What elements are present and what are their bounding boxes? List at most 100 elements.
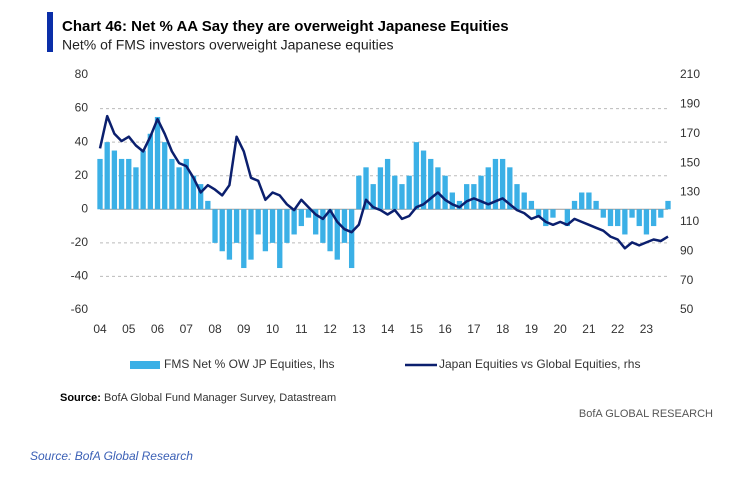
- y2-tick-label: 130: [680, 185, 700, 199]
- chart-subtitle: Net% of FMS investors overweight Japanes…: [62, 37, 394, 53]
- y2-tick-label: 50: [680, 302, 694, 316]
- bar: [233, 209, 240, 243]
- bar: [190, 175, 197, 210]
- bar: [442, 175, 448, 210]
- bar: [226, 209, 233, 260]
- bar: [629, 209, 635, 218]
- bar: [413, 142, 420, 210]
- bar: [183, 158, 189, 210]
- bar: [320, 209, 326, 243]
- bar: [126, 158, 132, 210]
- bar: [176, 167, 182, 210]
- source-label: Source:: [60, 392, 101, 404]
- bar: [154, 116, 161, 210]
- bar: [248, 209, 254, 260]
- bar: [392, 175, 398, 210]
- bar: [284, 209, 290, 243]
- bar: [593, 200, 599, 210]
- y-tick-label: 60: [75, 101, 89, 115]
- bar: [420, 150, 427, 210]
- bar: [97, 158, 103, 210]
- bar: [658, 209, 664, 218]
- bar: [499, 158, 506, 210]
- bar: [650, 209, 657, 227]
- bar: [334, 209, 340, 260]
- bar: [118, 158, 125, 210]
- bar: [492, 158, 499, 210]
- bar: [485, 167, 491, 210]
- line: [98, 114, 669, 250]
- y-tick-label: -60: [71, 302, 89, 316]
- bar: [341, 209, 348, 243]
- bar: [507, 167, 513, 210]
- y-tick-label: 40: [75, 134, 89, 148]
- y-tick-label: 20: [75, 168, 89, 182]
- footer-source: Source: BofA Global Research: [30, 449, 193, 463]
- x-tick-label: 05: [122, 322, 136, 336]
- bar: [219, 209, 225, 252]
- bar: [665, 200, 671, 210]
- x-tick-label: 18: [496, 322, 510, 336]
- bar: [478, 175, 484, 210]
- bar: [133, 167, 139, 210]
- x-tick-label: 20: [553, 322, 567, 336]
- bar: [356, 175, 362, 210]
- bar: [564, 209, 571, 227]
- y2-tick-label: 70: [680, 273, 694, 287]
- bar: [305, 209, 312, 218]
- bar: [550, 209, 556, 218]
- y-tick-label: -40: [71, 269, 89, 283]
- y2-tick-label: 210: [680, 67, 700, 81]
- bar: [169, 158, 175, 210]
- bar: [348, 209, 355, 269]
- bar: [607, 209, 614, 227]
- bar: [104, 142, 110, 210]
- y-tick-label: 0: [81, 201, 88, 215]
- chart-title: Chart 46: Net % AA Say they are overweig…: [62, 18, 509, 35]
- bar: [406, 175, 412, 210]
- x-tick-label: 04: [93, 322, 107, 336]
- bar: [579, 192, 585, 210]
- bar: [262, 209, 269, 252]
- y2-tick-label: 90: [680, 243, 694, 257]
- bar: [471, 184, 477, 210]
- y2-tick-label: 170: [680, 126, 700, 140]
- x-tick-label: 11: [295, 322, 308, 336]
- bar: [269, 209, 276, 243]
- bar: [449, 192, 455, 210]
- y-tick-label: 80: [75, 67, 89, 81]
- bar: [643, 209, 650, 235]
- bar: [399, 184, 405, 210]
- bar: [197, 184, 204, 210]
- bar: [205, 200, 211, 210]
- x-tick-label: 10: [266, 322, 280, 336]
- legend-label: FMS Net % OW JP Equities, lhs: [164, 357, 335, 371]
- y-tick-label: -20: [71, 235, 89, 249]
- bar: [428, 158, 434, 210]
- bar: [363, 167, 369, 210]
- bar: [147, 133, 153, 210]
- legend-swatch: [130, 361, 160, 369]
- bar: [370, 184, 376, 210]
- bar: [571, 200, 578, 210]
- bar: [162, 142, 168, 210]
- title-accent: [47, 12, 53, 52]
- x-tick-label: 08: [208, 322, 222, 336]
- y2-tick-label: 110: [680, 214, 699, 228]
- x-tick-label: 22: [611, 322, 625, 336]
- x-tick-label: 12: [323, 322, 337, 336]
- x-tick-label: 21: [582, 322, 596, 336]
- bar: [255, 209, 261, 235]
- x-tick-label: 14: [381, 322, 395, 336]
- x-tick-label: 09: [237, 322, 251, 336]
- x-tick-label: 13: [352, 322, 366, 336]
- bar: [111, 150, 118, 210]
- bar: [528, 200, 535, 210]
- bar: [535, 209, 542, 218]
- bar: [377, 167, 384, 210]
- legend-label: Japan Equities vs Global Equities, rhs: [439, 357, 640, 371]
- bar: [464, 184, 470, 210]
- bar: [435, 167, 441, 210]
